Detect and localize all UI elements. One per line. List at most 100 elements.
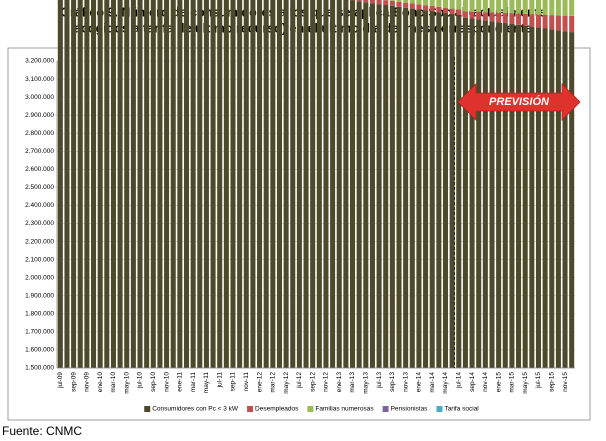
bar-segment [403, 7, 409, 368]
bar-segment [423, 10, 429, 368]
legend-swatch [382, 406, 389, 412]
bar-segment [396, 6, 402, 369]
legend-swatch [247, 406, 254, 412]
bar-segment [356, 1, 362, 368]
x-tick-label: ene-12 [256, 372, 263, 393]
bar-segment [350, 0, 356, 369]
x-tick-label: may-12 [283, 372, 290, 394]
bar-segment [476, 19, 482, 368]
bar-segment [555, 30, 561, 369]
bar-segment [376, 0, 382, 5]
x-tick-label: nov-15 [562, 372, 569, 392]
bar-segment [110, 0, 116, 368]
y-tick-label: 3.100.000 [25, 76, 54, 83]
y-tick-label: 3.000.000 [25, 94, 54, 101]
x-tick-label: mar-13 [349, 372, 356, 393]
legend-label: Pensionistas [391, 406, 429, 413]
bar-segment [462, 17, 468, 369]
bar-segment [64, 0, 70, 368]
bar-segment [316, 0, 322, 369]
bar-segment [409, 8, 415, 368]
bar-segment [542, 14, 548, 29]
bar-segment [516, 13, 522, 25]
bar-segment [383, 0, 389, 6]
bar-segment [223, 0, 229, 368]
bar-segment [549, 0, 555, 16]
bar-segment [462, 11, 468, 18]
bar-segment [442, 7, 449, 14]
legend-swatch [144, 406, 151, 412]
x-tick-label: ene-15 [495, 372, 502, 393]
bar-segment [383, 5, 389, 369]
x-tick-label: may-14 [442, 372, 449, 394]
x-tick-label: jul-11 [216, 372, 223, 389]
bar-segment [330, 0, 336, 369]
legend: Consumidores con Pc < 3 kW Desempleados Fa… [144, 406, 479, 413]
bar-segment [276, 0, 282, 368]
bar-segment [489, 12, 495, 22]
x-tick-label: nov-09 [84, 372, 91, 392]
bar-segment [310, 0, 316, 369]
bar-segment [409, 3, 415, 9]
bar-segment [237, 0, 243, 369]
bar-segment [496, 0, 502, 13]
x-tick-label: jul-12 [296, 372, 303, 389]
bar-segment [263, 0, 269, 369]
bar-segment [190, 0, 196, 368]
bar-segment [489, 0, 495, 13]
bar-segment [429, 5, 435, 12]
bar-segment [462, 0, 468, 12]
x-tick-label: sep-13 [389, 372, 396, 392]
bar-segment [535, 27, 541, 368]
bar-segment [137, 0, 143, 369]
x-tick-label: mar-12 [270, 372, 277, 393]
bar-segment [130, 0, 136, 368]
bar-segment [177, 0, 183, 368]
bar-segment [104, 0, 110, 368]
x-tick-label: sep-12 [309, 372, 316, 392]
bar-segment [396, 1, 402, 7]
bar-segment [389, 0, 395, 6]
bar-segment [555, 0, 561, 16]
bar-segment [569, 15, 575, 33]
bar-segment [97, 0, 103, 368]
bar-segment [482, 20, 488, 369]
x-tick-label: nov-13 [402, 372, 409, 392]
bar-segment [323, 0, 329, 369]
bar-segment [290, 0, 296, 369]
bar-segment [449, 0, 455, 9]
legend-swatch [307, 406, 314, 412]
x-tick-label: may-11 [203, 372, 210, 394]
y-tick-label: 2.900.000 [25, 112, 54, 119]
bar-segment [529, 0, 535, 15]
bar-segment [197, 0, 203, 369]
bar-segment [489, 21, 495, 368]
y-tick-label: 2.500.000 [25, 184, 54, 191]
y-tick-label: 2.700.000 [25, 148, 54, 155]
bar-segment [562, 15, 568, 32]
y-tick-label: 2.200.000 [25, 238, 54, 245]
bar-segment [436, 0, 442, 7]
bar-segment [423, 0, 429, 6]
bar-segment [243, 0, 249, 368]
bar-segment [549, 29, 555, 368]
bar-segment [403, 0, 409, 3]
bar-segment [389, 0, 395, 1]
bar-segment [529, 14, 535, 27]
bar-segment [303, 0, 309, 369]
bar-segment [549, 15, 555, 30]
bar-segment [183, 0, 190, 369]
x-tick-label: sep-15 [548, 372, 555, 392]
bar-segment [522, 25, 528, 369]
y-tick-label: 1.500.000 [25, 365, 54, 372]
x-tick-label: nov-10 [163, 372, 170, 392]
x-tick-label: mar-10 [110, 372, 117, 393]
x-tick-label: may-13 [363, 372, 370, 394]
bar-segment [343, 0, 349, 368]
x-tick-label: nov-14 [482, 372, 489, 392]
plot-area: 1.500.000 1.600.000 1.700.000 1.800.000 1.90… [25, 0, 575, 394]
forecast-arrow [457, 83, 581, 121]
x-tick-label: mar-14 [429, 372, 436, 393]
bar-segment [449, 8, 455, 15]
bar-segment [449, 14, 455, 369]
